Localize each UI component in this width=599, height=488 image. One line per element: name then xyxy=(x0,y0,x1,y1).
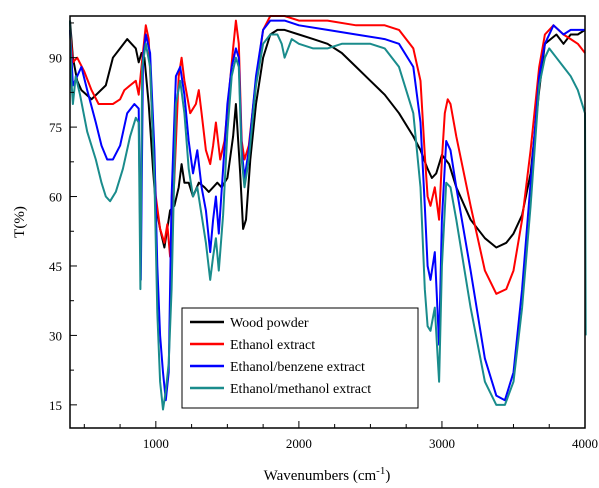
plot-frame xyxy=(69,15,586,429)
y-tick-label: 90 xyxy=(49,51,62,66)
y-tick-label: 60 xyxy=(49,190,62,205)
x-tick-label: 4000 xyxy=(572,436,598,451)
y-tick-label: 45 xyxy=(49,259,62,274)
x-axis-title: Wavenumbers (cm-1) xyxy=(264,465,391,484)
legend-label-2: Ethanol extract xyxy=(230,338,315,353)
legend-label-4: Ethanol/methanol extract xyxy=(230,382,371,397)
y-tick-label: 15 xyxy=(49,398,62,413)
y-tick-label: 75 xyxy=(49,120,62,135)
y-axis-title: T(%) xyxy=(12,206,28,238)
x-tick-label: 2000 xyxy=(286,436,312,451)
x-tick-label: 1000 xyxy=(143,436,169,451)
series-line-2 xyxy=(69,15,586,295)
legend-label-1: Wood powder xyxy=(230,316,309,331)
legend: Wood powder Ethanol extract Ethanol/benzen… xyxy=(181,307,419,409)
legend-label-3: Ethanol/benzene extract xyxy=(230,360,365,375)
y-tick-label: 30 xyxy=(49,328,62,343)
plot-lines xyxy=(69,15,587,411)
y-axis-ticks: 15 30 45 60 75 90 xyxy=(49,22,77,413)
legend-box xyxy=(181,307,419,409)
x-tick-label: 3000 xyxy=(429,436,455,451)
series-line-4 xyxy=(69,20,587,411)
x-axis-ticks: 1000 2000 3000 4000 xyxy=(83,421,598,451)
